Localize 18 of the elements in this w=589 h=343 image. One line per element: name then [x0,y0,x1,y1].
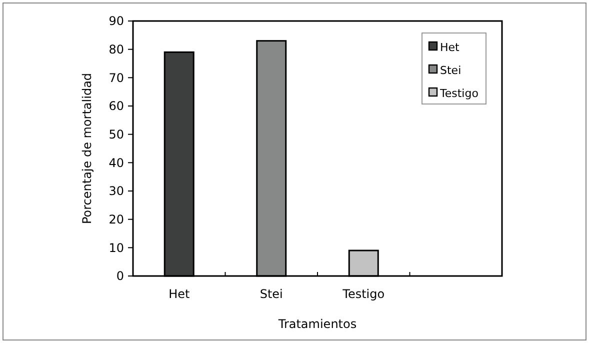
y-tick-label: 60 [108,99,124,114]
x-tick-label: Het [168,287,190,301]
y-tick-label: 10 [108,240,124,255]
y-tick-label: 70 [108,70,124,85]
y-tick-label: 20 [108,212,124,227]
x-axis-title: Tratamientos [277,317,357,331]
y-tick-label: 50 [108,128,124,142]
y-tick-label: 0 [116,269,124,284]
x-tick-label: Testigo [342,287,385,301]
x-tick-label: Stei [260,287,283,301]
y-tick-label: 30 [108,184,124,198]
legend-label: Stei [440,64,462,77]
legend-label: Het [440,40,460,54]
y-tick-label: 80 [108,42,124,57]
legend-label: Testigo [439,86,479,100]
y-tick-label: 90 [108,14,124,28]
y-tick-label: 40 [108,156,124,170]
y-axis-title: Porcentaje de mortalidad [80,72,94,224]
